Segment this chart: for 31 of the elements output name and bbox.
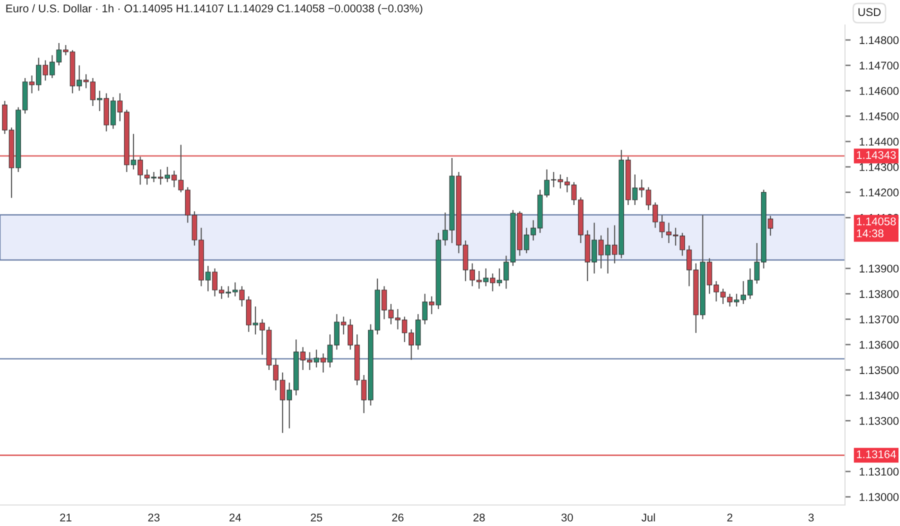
- x-tick-label: 28: [473, 514, 485, 522]
- y-tick-label: 1.13600: [860, 340, 899, 349]
- x-tick-label: 25: [310, 514, 322, 522]
- x-tick-label: 23: [148, 514, 160, 522]
- ref-line-label: 1.14343: [856, 151, 896, 159]
- x-tick-label: 24: [230, 514, 241, 522]
- y-tick-label: 1.14400: [860, 138, 899, 146]
- ref-line-label: 1.13164: [856, 450, 896, 458]
- text: 1.14058 14:38: [856, 217, 896, 238]
- y-tick-label: 1.14200: [860, 188, 899, 196]
- y-tick-label: 1.13500: [860, 366, 899, 374]
- x-tick-label: Jul: [642, 513, 655, 522]
- y-tick-label: 1.14300: [860, 163, 899, 172]
- y-tick-label: 1.13900: [860, 264, 899, 273]
- y-tick-label: 1.14500: [860, 112, 899, 120]
- y-tick-label: 1.14700: [860, 62, 899, 70]
- y-axis-title: USD: [858, 8, 881, 16]
- x-tick-label: 3: [808, 514, 814, 522]
- y-tick-label: 1.14800: [860, 36, 899, 44]
- y-tick-label: 1.13800: [860, 290, 899, 298]
- x-tick-label: 26: [392, 514, 404, 522]
- y-tick-label: 1.13100: [860, 468, 899, 476]
- y-tick-label: 1.13700: [860, 315, 899, 324]
- chart-title: Euro / U.S. Dollar · 1h · O1.14095 H1.14107 L1.14029 C1.14058 −0.00038 (−0.03%): [6, 4, 422, 15]
- x-tick-label: 30: [561, 514, 573, 522]
- y-tick-label: 1.14600: [860, 87, 899, 95]
- x-tick-label: 21: [60, 514, 72, 522]
- x-tick-label: 2: [727, 514, 732, 522]
- y-tick-label: 1.13400: [860, 392, 899, 400]
- y-tick-label: 1.13000: [860, 493, 899, 502]
- y-tick-label: 1.13300: [860, 416, 899, 425]
